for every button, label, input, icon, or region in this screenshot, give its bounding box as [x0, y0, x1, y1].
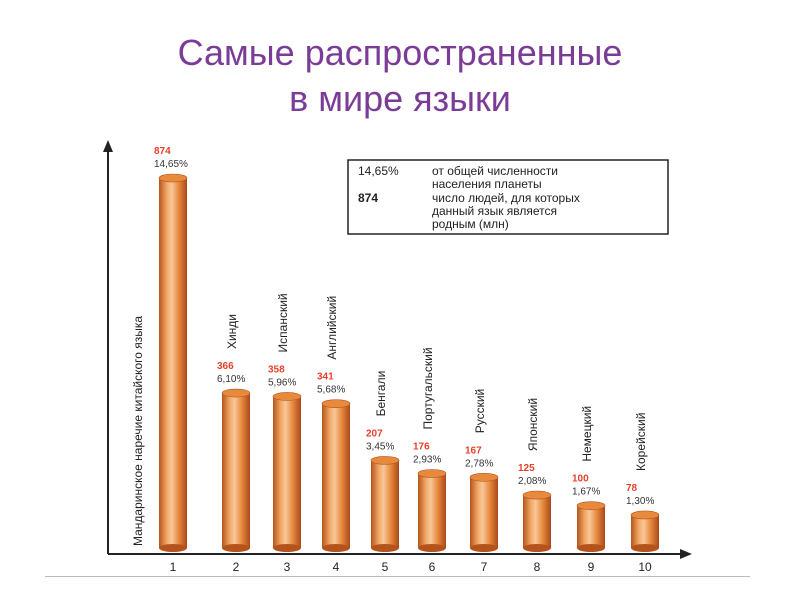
language-name-label: Русский	[473, 389, 487, 434]
x-tick-label: 10	[638, 560, 652, 574]
bar-base	[273, 544, 301, 552]
bar-top	[158, 173, 188, 183]
legend-box: 14,65% от общей численности населения пл…	[347, 159, 669, 235]
bar-9	[576, 501, 606, 552]
legend-percent-key: 14,65%	[358, 164, 399, 178]
bar-body	[577, 505, 605, 548]
bar-top	[576, 501, 606, 510]
bar-percent-label: 5,68%	[317, 385, 345, 396]
bar-value-label: 341	[317, 372, 334, 383]
bar-base	[631, 544, 659, 552]
slide-title-line1: Самые распространенные	[177, 32, 623, 73]
bar-value-label: 125	[518, 463, 535, 474]
legend-number-text-line1: число людей, для которых	[432, 191, 580, 205]
bar-value-label: 207	[366, 428, 383, 439]
bottom-rule	[45, 576, 750, 577]
slide-title-line2: в мире языки	[289, 78, 511, 119]
bar-top	[630, 510, 660, 520]
bar-value-label: 358	[268, 364, 285, 375]
y-axis-arrow	[103, 140, 113, 152]
bar-body	[418, 473, 446, 548]
bar-base	[322, 544, 350, 552]
bar-8	[522, 490, 552, 552]
bar-percent-label: 1,30%	[626, 496, 654, 507]
x-tick-label: 5	[382, 560, 389, 574]
language-name-label: Корейский	[634, 413, 648, 471]
language-name-label: Немецкий	[580, 406, 594, 462]
bar-percent-label: 6,10%	[217, 374, 245, 385]
language-name-label: Хинди	[225, 314, 239, 349]
x-tick-label: 7	[481, 560, 488, 574]
bar-value-label: 366	[217, 361, 234, 372]
legend-percent-text-line1: от общей численности	[432, 164, 558, 178]
bar-body	[322, 403, 350, 548]
bar-percent-label: 2,08%	[518, 476, 546, 487]
bar-6	[417, 469, 447, 552]
bar-7	[469, 473, 499, 552]
x-tick-label: 9	[588, 560, 595, 574]
x-tick-label: 1	[170, 560, 177, 574]
bar-top	[221, 388, 251, 398]
x-tick-label: 8	[534, 560, 541, 574]
bar-percent-label: 5,96%	[268, 377, 296, 388]
bar-value-label: 874	[154, 146, 171, 157]
bar-4	[321, 399, 351, 552]
bar-top	[522, 490, 552, 500]
bar-percent-label: 2,78%	[465, 458, 493, 469]
bar-base	[418, 544, 446, 552]
slide-title: Самые распространенные в мире языки	[0, 30, 800, 122]
bar-base	[470, 544, 498, 552]
legend-number-text-line3: родным (млн)	[432, 217, 509, 231]
bar-percent-label: 1,67%	[572, 487, 600, 498]
bar-3	[272, 392, 302, 552]
x-tick-label: 6	[429, 560, 436, 574]
legend-number-key: 874	[358, 191, 378, 205]
bar-body	[222, 393, 250, 548]
bar-body	[631, 514, 659, 548]
bar-1	[158, 173, 188, 552]
bar-top	[321, 399, 351, 408]
bar-5	[370, 456, 400, 552]
bar-percent-label: 14,65%	[154, 159, 188, 170]
bar-body	[523, 495, 551, 548]
bar-value-label: 100	[572, 474, 589, 485]
x-tick-label: 4	[333, 560, 340, 574]
legend-percent-text-line2: населения планеты	[432, 177, 542, 191]
bar-percent-label: 3,45%	[366, 441, 394, 452]
bar-base	[371, 544, 399, 552]
legend-number-text-line2: данный язык является	[432, 204, 557, 218]
language-name-label: Мандаринское наречие китайского языка	[131, 316, 145, 546]
bar-base	[577, 544, 605, 552]
bar-value-label: 78	[626, 483, 638, 494]
bar-value-label: 176	[413, 441, 430, 452]
bar-base	[523, 544, 551, 552]
bar-base	[159, 544, 187, 552]
bar-top	[417, 469, 447, 478]
x-tick-label: 3	[284, 560, 291, 574]
x-axis-arrow	[680, 549, 692, 559]
language-name-label: Португальский	[421, 347, 435, 429]
bar-body	[470, 477, 498, 548]
bar-body	[273, 396, 301, 548]
bar-value-label: 167	[465, 445, 482, 456]
language-name-label: Английский	[325, 296, 339, 360]
bar-top	[469, 473, 499, 482]
bar-body	[371, 460, 399, 548]
language-name-label: Бенгали	[374, 371, 388, 417]
bar-top	[370, 456, 400, 465]
bar-percent-label: 2,93%	[413, 454, 441, 465]
bar-2	[221, 388, 251, 552]
bar-body	[159, 178, 187, 548]
bar-top	[272, 392, 302, 401]
language-name-label: Испанский	[276, 293, 290, 352]
bar-10	[630, 510, 660, 552]
bar-base	[222, 544, 250, 552]
language-name-label: Японский	[526, 398, 540, 451]
x-tick-label: 2	[233, 560, 240, 574]
